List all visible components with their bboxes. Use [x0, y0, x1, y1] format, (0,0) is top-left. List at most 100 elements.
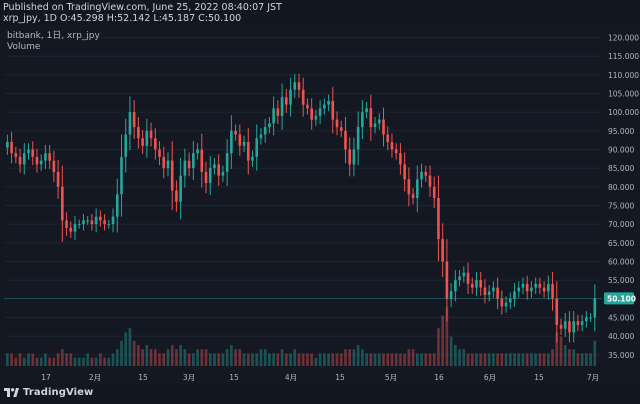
candle-body[interactable]: [470, 283, 474, 288]
candle-body[interactable]: [255, 138, 259, 157]
candle-body[interactable]: [175, 190, 178, 202]
candle-body[interactable]: [128, 112, 132, 135]
candle-body[interactable]: [475, 280, 478, 288]
candle-body[interactable]: [217, 164, 220, 176]
candle-body[interactable]: [576, 321, 580, 325]
candle-body[interactable]: [445, 261, 449, 299]
candle-body[interactable]: [572, 321, 575, 333]
candle-body[interactable]: [284, 97, 288, 105]
tradingview-brand[interactable]: TradingView: [4, 387, 93, 398]
candle-body[interactable]: [323, 104, 326, 109]
candle-body[interactable]: [208, 168, 212, 184]
candle-body[interactable]: [386, 134, 390, 142]
candle-body[interactable]: [441, 239, 444, 262]
candle-body[interactable]: [399, 153, 402, 165]
candle-body[interactable]: [137, 127, 140, 139]
candle-body[interactable]: [458, 276, 461, 281]
candle-body[interactable]: [589, 317, 592, 319]
candle-body[interactable]: [538, 283, 542, 288]
candle-body[interactable]: [230, 130, 233, 154]
candle-body[interactable]: [246, 142, 250, 161]
candle-body[interactable]: [69, 227, 73, 232]
candle-body[interactable]: [377, 119, 381, 124]
candle-body[interactable]: [454, 280, 457, 292]
candle-body[interactable]: [394, 149, 398, 154]
candle-body[interactable]: [183, 160, 187, 176]
candle-body[interactable]: [479, 280, 483, 288]
candle-body[interactable]: [259, 134, 263, 139]
candle-body[interactable]: [335, 119, 339, 128]
candle-body[interactable]: [352, 149, 356, 165]
candle-body[interactable]: [39, 160, 43, 165]
candle-body[interactable]: [559, 324, 563, 329]
candle-body[interactable]: [348, 149, 352, 165]
candle-body[interactable]: [361, 112, 364, 128]
candle-body[interactable]: [82, 220, 85, 225]
candle-body[interactable]: [141, 138, 144, 146]
candle-body[interactable]: [525, 283, 529, 292]
candle-body[interactable]: [483, 287, 487, 296]
candle-body[interactable]: [86, 220, 89, 222]
candle-body[interactable]: [365, 108, 368, 113]
candle-body[interactable]: [158, 149, 161, 157]
candle-body[interactable]: [492, 287, 495, 292]
candle-body[interactable]: [61, 186, 64, 221]
candle-body[interactable]: [356, 127, 360, 150]
candle-body[interactable]: [196, 149, 199, 154]
candle-body[interactable]: [192, 153, 195, 169]
candle-body[interactable]: [27, 149, 30, 154]
candle-body[interactable]: [187, 160, 191, 169]
candle-body[interactable]: [251, 156, 254, 161]
symbol-legend[interactable]: bitbank, 1日, xrp_jpy: [7, 31, 100, 41]
candle-body[interactable]: [14, 153, 18, 157]
candle-body[interactable]: [120, 156, 123, 195]
candle-body[interactable]: [504, 302, 508, 307]
candle-body[interactable]: [331, 100, 335, 120]
candle-body[interactable]: [593, 298, 597, 318]
candle-body[interactable]: [580, 321, 584, 325]
candle-body[interactable]: [10, 142, 13, 154]
candle-body[interactable]: [162, 156, 166, 169]
candle-body[interactable]: [314, 115, 318, 120]
candle-body[interactable]: [22, 153, 26, 165]
candle-body[interactable]: [513, 291, 516, 299]
candle-body[interactable]: [344, 130, 347, 150]
candle-body[interactable]: [6, 142, 9, 148]
candle-body[interactable]: [103, 220, 106, 225]
candle-body[interactable]: [521, 283, 525, 288]
volume-legend[interactable]: Volume: [7, 42, 41, 52]
candle-body[interactable]: [65, 220, 68, 228]
candle-body[interactable]: [568, 321, 571, 333]
candle-body[interactable]: [555, 298, 559, 325]
candle-body[interactable]: [416, 179, 419, 198]
candle-body[interactable]: [18, 156, 22, 165]
candle-body[interactable]: [124, 134, 128, 157]
candle-body[interactable]: [276, 108, 280, 116]
candle-body[interactable]: [145, 130, 149, 146]
candle-body[interactable]: [542, 287, 546, 292]
candle-body[interactable]: [530, 287, 533, 292]
candle-body[interactable]: [153, 138, 157, 150]
candle-body[interactable]: [411, 194, 415, 198]
candle-body[interactable]: [301, 89, 305, 105]
candle-body[interactable]: [94, 216, 98, 225]
candle-body[interactable]: [547, 283, 550, 292]
candle-body[interactable]: [293, 82, 297, 90]
candle-body[interactable]: [437, 198, 440, 240]
candle-body[interactable]: [111, 216, 115, 225]
candle-body[interactable]: [44, 153, 47, 161]
candle-body[interactable]: [272, 108, 275, 124]
candle-body[interactable]: [585, 317, 588, 322]
candle-body[interactable]: [534, 283, 537, 288]
candle-body[interactable]: [263, 127, 267, 135]
candle-body[interactable]: [132, 112, 136, 128]
candle-body[interactable]: [407, 179, 411, 195]
candle-body[interactable]: [373, 123, 377, 128]
candle-body[interactable]: [369, 108, 373, 128]
candle-body[interactable]: [31, 149, 35, 157]
candle-body[interactable]: [221, 171, 225, 176]
candle-body[interactable]: [234, 130, 237, 135]
candle-body[interactable]: [268, 123, 271, 128]
candle-body[interactable]: [318, 108, 322, 116]
candle-body[interactable]: [496, 287, 499, 299]
